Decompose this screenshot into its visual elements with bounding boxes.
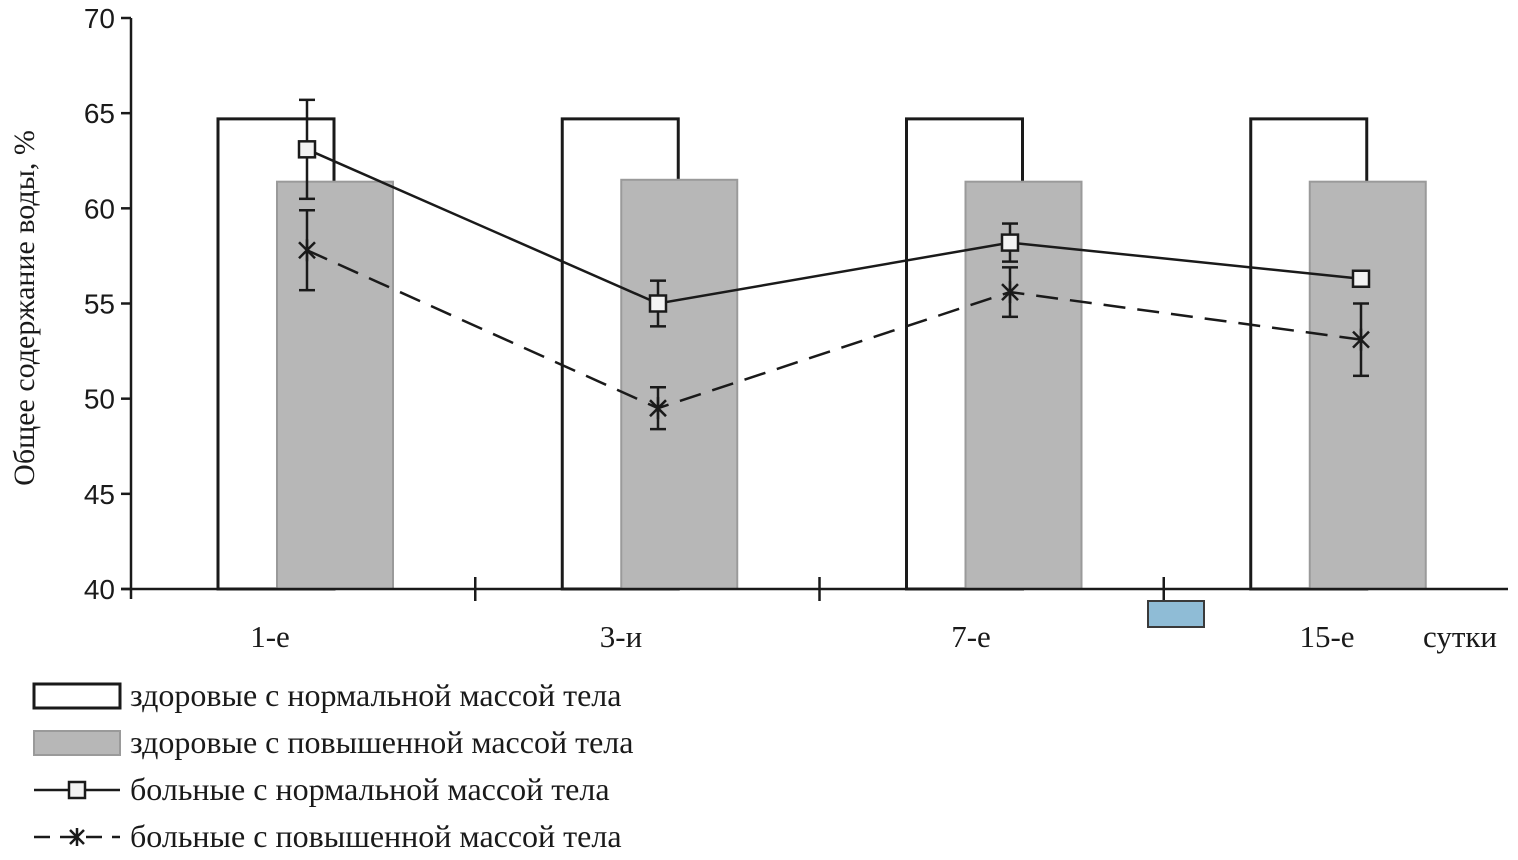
- y-tick-label: 50: [84, 384, 115, 415]
- x-tick-label: 7-е: [951, 619, 991, 654]
- x-tick-label: 15-е: [1299, 619, 1354, 654]
- axes-layer: 40 45 50 55 60 65 70 1-е 3-и 7-е 15-е: [84, 3, 1508, 654]
- legend-label: здоровые с повышенной массой тела: [130, 724, 634, 760]
- lines-layer: [297, 98, 1371, 431]
- legend-item: здоровые с повышенной массой тела: [32, 719, 633, 766]
- blue-marker: [1147, 600, 1205, 628]
- bars-layer: [216, 117, 1427, 591]
- data-point-star: [298, 239, 316, 262]
- data-point-star: [1001, 281, 1019, 304]
- legend: здоровые с нормальной массой тела здоров…: [32, 672, 633, 860]
- y-tick-label: 55: [84, 289, 115, 320]
- data-point-star: [649, 397, 667, 420]
- legend-item: больные с повышенной массой тела: [32, 813, 633, 860]
- x-tick-label: 3-и: [600, 619, 642, 654]
- data-point-square: [648, 294, 668, 313]
- data-point-star: [1352, 328, 1370, 351]
- y-tick-label: 45: [84, 479, 115, 510]
- bar-healthy-overweight: [1308, 180, 1427, 590]
- legend-label: больные с повышенной массой тела: [130, 818, 622, 854]
- y-tick-label: 65: [84, 98, 115, 129]
- y-tick-label: 60: [84, 193, 115, 224]
- legend-swatch-white-bar: [32, 682, 122, 709]
- legend-item: больные с нормальной массой тела: [32, 766, 633, 813]
- legend-swatch-gray-bar: [33, 729, 121, 756]
- line-patients-overweight: [306, 249, 1362, 410]
- y-axis-title: Общее содержание воды, %: [8, 130, 41, 486]
- line-patients-normal: [306, 148, 1362, 305]
- legend-swatch-star-dashed-line: [34, 827, 120, 846]
- bar-healthy-overweight: [620, 178, 739, 591]
- legend-label: здоровые с нормальной массой тела: [130, 677, 622, 713]
- y-tick-label: 70: [84, 3, 115, 34]
- data-point-square: [1000, 233, 1020, 252]
- bar-healthy-overweight: [276, 180, 394, 590]
- x-axis-title: сутки: [1423, 619, 1497, 654]
- data-point-square: [297, 140, 317, 159]
- legend-label: больные с нормальной массой тела: [130, 771, 610, 807]
- x-tick-label: 1-е: [250, 619, 290, 654]
- y-tick-label: 40: [84, 574, 115, 605]
- legend-swatch-square-line: [34, 780, 120, 799]
- legend-item: здоровые с нормальной массой тела: [32, 672, 633, 719]
- data-point-square: [1351, 269, 1371, 289]
